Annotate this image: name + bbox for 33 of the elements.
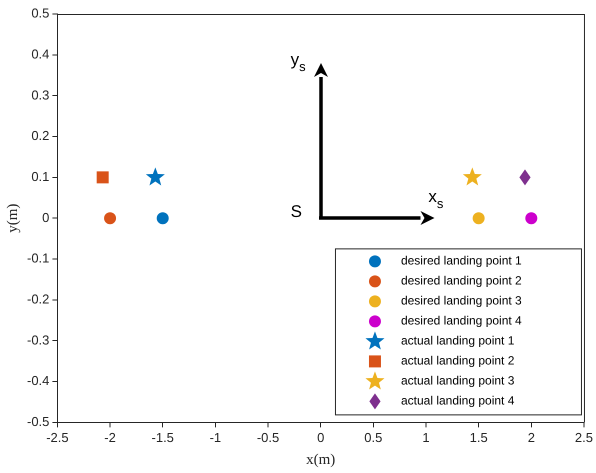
legend-label: actual landing point 2 — [400, 354, 515, 368]
x-tick-label: -2 — [104, 430, 116, 445]
y-tick-label: 0.2 — [31, 128, 50, 144]
x-tick-label: 1.5 — [470, 430, 488, 445]
y-tick-label: -0.3 — [26, 332, 50, 348]
y-tick-label: -0.5 — [26, 414, 50, 429]
annotation: S — [290, 202, 302, 222]
x-tick-label: 0.5 — [364, 430, 382, 445]
x-tick-label: -0.5 — [256, 430, 280, 445]
y-tick-label: -0.2 — [26, 291, 50, 306]
x-axis-title: x(m) — [306, 452, 336, 468]
x-tick-label: 2.5 — [574, 430, 594, 445]
x-tick-label: 0 — [317, 430, 324, 445]
legend-label: actual landing point 3 — [400, 374, 515, 388]
legend-label: actual landing point 1 — [400, 334, 515, 348]
x-tick-label: 2 — [528, 430, 535, 445]
y-tick-label: 0 — [42, 210, 50, 225]
y-tick-label: 0.4 — [31, 46, 50, 62]
x-tick-label: 1 — [422, 430, 430, 445]
x-tick-label: -1 — [210, 430, 222, 445]
y-tick-label: -0.1 — [26, 250, 50, 266]
y-tick-label: 0.5 — [31, 6, 50, 21]
y-tick-label: -0.4 — [26, 373, 50, 388]
y-axis-title: y(m) — [4, 204, 21, 233]
legend-label: desired landing point 3 — [400, 294, 522, 308]
legend-label: actual landing point 4 — [400, 394, 515, 408]
legend-label: desired landing point 1 — [400, 254, 522, 268]
x-tick-label: -2.5 — [46, 430, 69, 445]
legend-label: desired landing point 4 — [400, 314, 522, 328]
y-tick-label: 0.1 — [31, 168, 50, 184]
x-tick-label: -1.5 — [152, 430, 174, 445]
y-tick-label: 0.3 — [31, 87, 50, 102]
legend-label: desired landing point 2 — [400, 274, 522, 288]
